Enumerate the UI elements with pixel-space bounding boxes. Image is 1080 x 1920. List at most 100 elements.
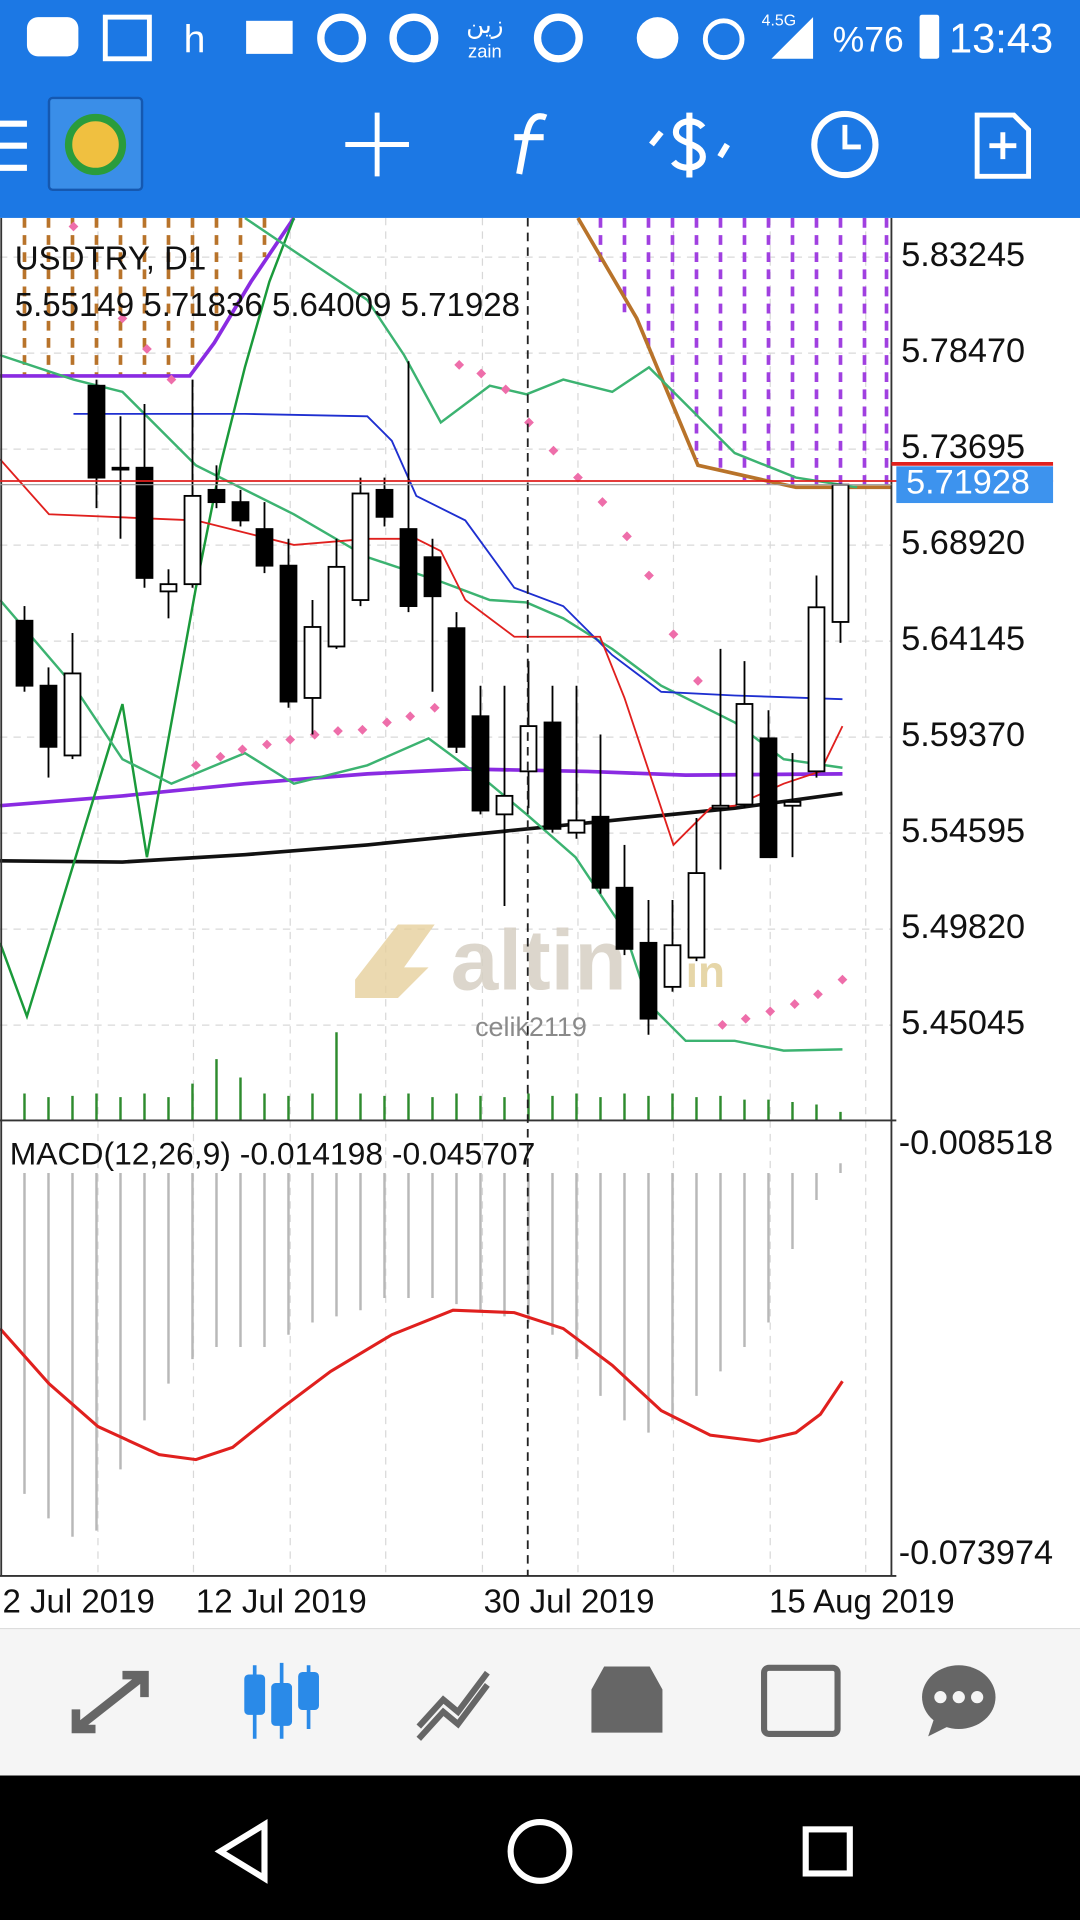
- trade-button[interactable]: [649, 112, 730, 178]
- candle-body: [687, 872, 706, 959]
- timeframe-button[interactable]: [811, 110, 879, 179]
- chart-subtitle: 5.55149 5.71836 5.64009 5.71928: [15, 287, 520, 324]
- kijun-line: [73, 412, 843, 701]
- mt4-logo-mark: [64, 113, 127, 176]
- cloud-hatch: [22, 217, 267, 376]
- band-line: [0, 353, 843, 769]
- trade-tab[interactable]: [416, 1670, 490, 1741]
- x-tick-label: 2 Jul 2019: [2, 1584, 155, 1621]
- price-tag-label: 5.71928: [906, 464, 1030, 502]
- menu-button[interactable]: [0, 120, 27, 171]
- candle-body: [15, 619, 34, 687]
- new-order-button[interactable]: [974, 112, 1032, 179]
- back-button[interactable]: [214, 1819, 268, 1884]
- x-tick-label: 30 Jul 2019: [484, 1584, 655, 1621]
- grid-lines: [97, 217, 867, 1576]
- candle-body: [327, 565, 346, 648]
- y-tick-label: 5.73695: [901, 428, 1025, 466]
- candle-body: [399, 528, 418, 607]
- grid: [0, 256, 892, 1026]
- macd-tick-label: -0.008518: [899, 1124, 1053, 1162]
- candle-body: [591, 815, 610, 889]
- chart-title: USDTRY, D1: [15, 240, 207, 277]
- candle-body: [615, 886, 634, 950]
- vertical-grid: [97, 217, 867, 1576]
- quotes-tab[interactable]: [71, 1670, 149, 1734]
- chrome-icon: [533, 13, 583, 63]
- macd-histogram: [23, 1163, 842, 1537]
- crosshair-button[interactable]: [345, 112, 409, 177]
- ma-line: [0, 791, 843, 864]
- candle-body: [39, 684, 58, 748]
- watermark-logo: [355, 924, 435, 998]
- toolbar-icons: [0, 96, 1032, 192]
- candle-body: [111, 466, 130, 471]
- volume-bars: [23, 1032, 842, 1121]
- chrome-icon: [317, 13, 367, 63]
- y-tick-label: 5.78470: [901, 332, 1025, 370]
- macd-label: MACD(12,26,9) -0.014198 -0.045707: [10, 1135, 536, 1171]
- history-tab[interactable]: [591, 1666, 663, 1733]
- candle-body: [231, 501, 250, 522]
- tab-bar: [0, 1628, 1080, 1776]
- tab-icon-body: [244, 1674, 266, 1715]
- candle-body: [279, 564, 298, 703]
- candle-body: [183, 494, 202, 586]
- candle-body: [639, 941, 658, 1020]
- chart-area: [0, 217, 892, 1576]
- messages-icon: [26, 17, 79, 57]
- tab-icon-body: [298, 1672, 319, 1710]
- candle-body: [831, 483, 850, 623]
- mail-icon: [246, 20, 293, 54]
- signal-icon: [771, 17, 814, 59]
- tab-icon-body: [271, 1683, 293, 1726]
- status-text: h: [184, 19, 206, 62]
- clock-hands: [842, 124, 861, 150]
- news-tab[interactable]: [761, 1664, 841, 1737]
- candle-body: [207, 488, 226, 504]
- chat-tail: [928, 1714, 953, 1737]
- y-tick-label: 5.83245: [901, 236, 1025, 274]
- home-button[interactable]: [507, 1818, 573, 1884]
- candle-body: [351, 492, 370, 601]
- status-text: زين: [466, 12, 503, 39]
- band-line: [244, 216, 858, 489]
- nav-bar: [0, 1775, 1080, 1920]
- candle-body: [423, 556, 442, 598]
- candle-body: [135, 466, 154, 579]
- nav-buttons: [214, 1818, 853, 1884]
- senkou-b: [576, 217, 892, 490]
- candle-body: [447, 627, 466, 748]
- candles: [15, 361, 850, 1035]
- candle-body: [711, 804, 730, 810]
- candle-body: [495, 794, 514, 816]
- chikou-line: [0, 217, 296, 1021]
- indicators-button[interactable]: [514, 113, 548, 175]
- tab-icons: [71, 1662, 996, 1741]
- chat-dot: [971, 1691, 984, 1704]
- candle-body: [375, 488, 394, 518]
- watermark-user: celik2119: [475, 1012, 587, 1042]
- chat-dot: [952, 1691, 965, 1704]
- alarm-icon: [702, 18, 745, 60]
- y-tick-label: 5.49820: [901, 908, 1025, 946]
- watermark-brand: altin: [451, 912, 627, 1008]
- chat-dot: [934, 1691, 947, 1704]
- y-tick-label: 5.54595: [901, 812, 1025, 850]
- y-tick-label: 5.45045: [901, 1004, 1025, 1042]
- status-text: %76: [833, 19, 904, 59]
- y-tick-label: 5.68920: [901, 524, 1025, 562]
- chart-tab[interactable]: [244, 1662, 319, 1739]
- status-text: zain: [468, 41, 502, 62]
- mosque-icon: [102, 14, 152, 62]
- candle-body: [543, 721, 562, 830]
- candle-body: [735, 703, 754, 806]
- status-icons: [26, 13, 940, 63]
- candle-body: [783, 800, 802, 807]
- price-tag: [896, 466, 1054, 504]
- candle-body: [567, 819, 586, 834]
- candle-body: [663, 944, 682, 988]
- recents-button[interactable]: [802, 1826, 853, 1877]
